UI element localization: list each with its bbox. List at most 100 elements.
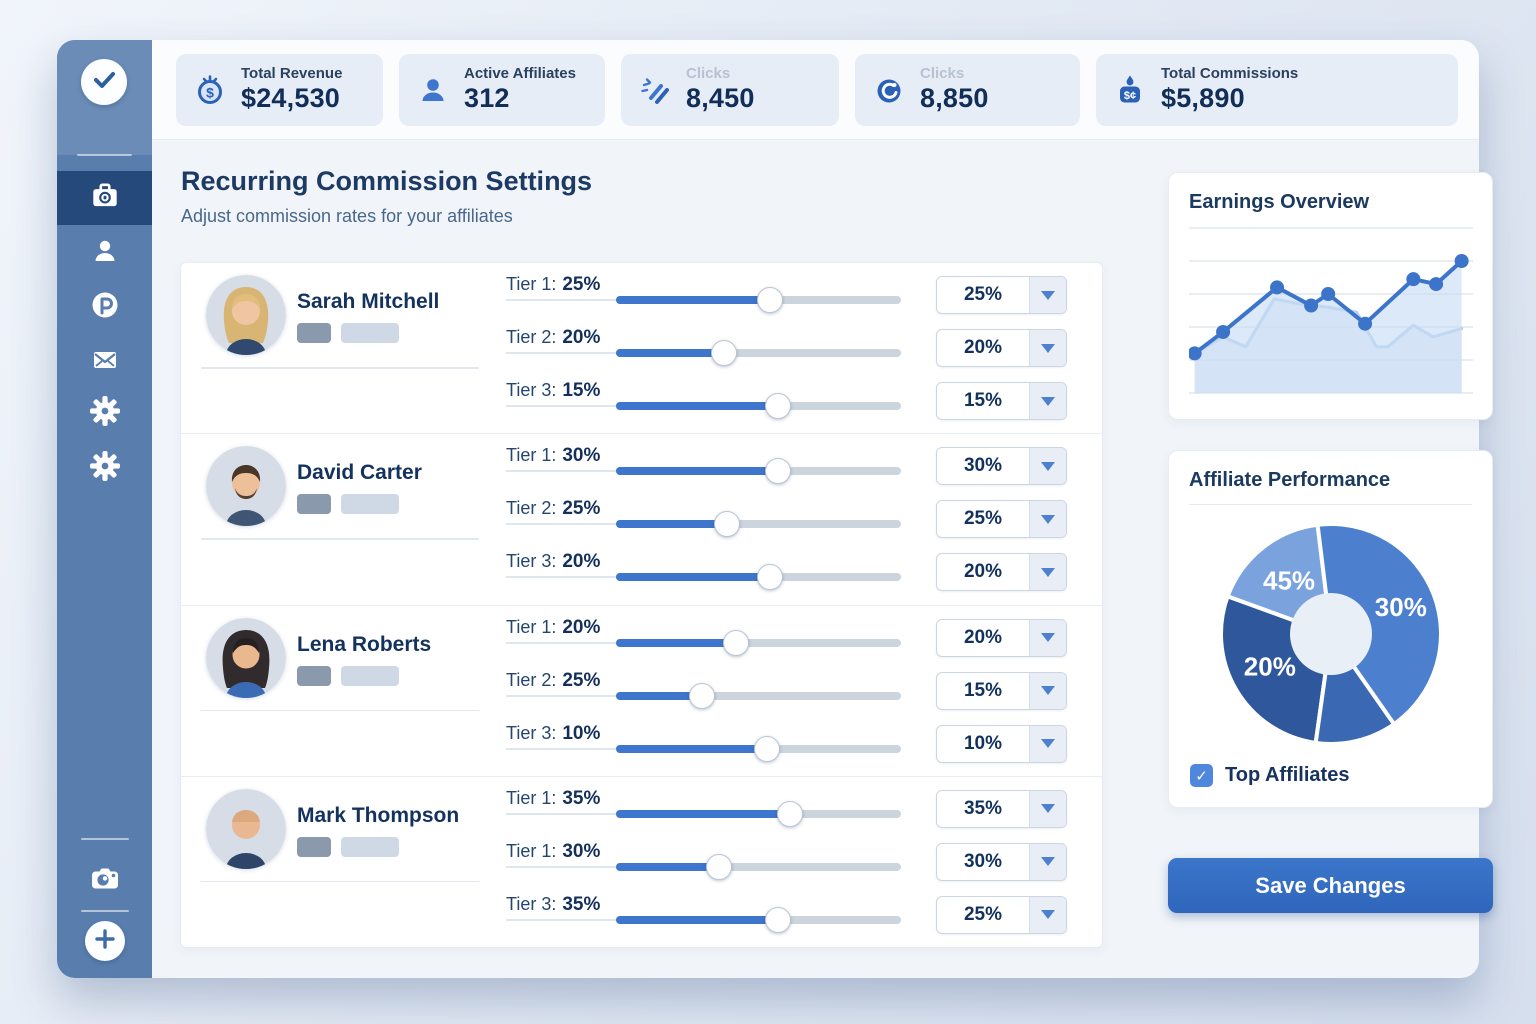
affiliate-name: Mark Thompson: [297, 803, 460, 827]
svg-text:30%: 30%: [1375, 592, 1427, 622]
chevron-down-icon[interactable]: [1029, 843, 1066, 880]
chevron-down-icon[interactable]: [1029, 330, 1066, 367]
tier-value: 20%: [562, 616, 601, 638]
chevron-down-icon[interactable]: [1029, 383, 1066, 420]
sidebar-item-settings-1[interactable]: [57, 386, 152, 440]
slider-handle[interactable]: [756, 287, 783, 314]
chevron-down-icon[interactable]: [1029, 896, 1066, 933]
sidebar-item-commissions[interactable]: [57, 171, 152, 225]
tier-label: Tier 1:: [506, 616, 557, 637]
chevron-down-icon[interactable]: [1029, 501, 1066, 538]
slider-handle[interactable]: [756, 564, 783, 591]
percent-dropdown[interactable]: 25%: [936, 276, 1067, 315]
tier-slider[interactable]: [616, 287, 901, 314]
page-title: Recurring Commission Settings: [181, 166, 593, 196]
percent-dropdown[interactable]: 25%: [936, 500, 1067, 539]
add-button[interactable]: [85, 921, 125, 961]
tier-slider[interactable]: [616, 564, 901, 591]
slider-handle[interactable]: [688, 682, 715, 709]
gear-icon: [88, 394, 122, 433]
link-click-icon: [637, 72, 673, 108]
tier-controls: Tier 1: 20% 20% Tier 2: 25% 15%: [481, 606, 1102, 776]
percent-dropdown[interactable]: 20%: [936, 329, 1067, 368]
tier-slider[interactable]: [616, 735, 901, 762]
chevron-down-icon[interactable]: [1029, 619, 1066, 656]
save-changes-button[interactable]: Save Changes: [1168, 858, 1493, 913]
avatar-man-brown-hair: [206, 446, 286, 527]
tier-slider[interactable]: [616, 629, 901, 656]
slider-handle[interactable]: [711, 340, 738, 367]
profile-divider: [201, 880, 479, 883]
percent-dropdown[interactable]: 20%: [936, 553, 1067, 592]
chevron-down-icon[interactable]: [1029, 554, 1066, 591]
stat-value: $24,530: [241, 82, 340, 113]
dropdown-value: 20%: [963, 337, 1003, 359]
percent-dropdown[interactable]: 30%: [936, 842, 1067, 881]
tier-slider[interactable]: [616, 458, 901, 485]
percent-dropdown[interactable]: 20%: [936, 618, 1067, 657]
stat-label: Active Affiliates: [464, 65, 576, 83]
chevron-down-icon[interactable]: [1029, 277, 1066, 314]
app-logo[interactable]: [81, 59, 127, 105]
sidebar-item-messages[interactable]: [57, 335, 152, 389]
tier-slider[interactable]: [616, 393, 901, 420]
slider-handle[interactable]: [705, 853, 732, 880]
affiliate-row-sarah-mitchell: Sarah Mitchell Tier 1: 25% 25%: [181, 263, 1102, 433]
sidebar-item-network[interactable]: [57, 280, 152, 334]
profile-divider: [201, 367, 479, 369]
tier-slider[interactable]: [616, 906, 901, 933]
stat-card-active-affiliates: Active Affiliates 312: [399, 53, 605, 126]
chevron-down-icon[interactable]: [1029, 448, 1066, 485]
chevron-down-icon[interactable]: [1029, 790, 1066, 827]
chevron-down-icon[interactable]: [1029, 725, 1066, 762]
performance-title: Affiliate Performance: [1189, 469, 1391, 491]
slider-handle[interactable]: [765, 393, 792, 420]
tier-value: 10%: [562, 722, 601, 744]
tier-slider[interactable]: [616, 511, 901, 538]
percent-dropdown[interactable]: 15%: [936, 671, 1067, 710]
dropdown-value: 20%: [963, 561, 1003, 583]
main-content: Recurring Commission Settings Adjust com…: [152, 140, 1493, 978]
slider-handle[interactable]: [776, 800, 803, 827]
tier-controls: Tier 1: 35% 35% Tier 1: 30% 30%: [481, 777, 1102, 947]
earnings-line-chart: [1187, 227, 1473, 394]
top-affiliates-checkbox-row[interactable]: ✓ Top Affiliates: [1190, 764, 1349, 787]
tier-value: 35%: [562, 893, 601, 915]
plus-icon: [93, 927, 117, 956]
affiliate-name: David Carter: [297, 461, 422, 485]
tier-row: Tier 3: 20% 20%: [481, 549, 1067, 595]
percent-dropdown[interactable]: 10%: [936, 724, 1067, 763]
percent-dropdown[interactable]: 35%: [936, 789, 1067, 828]
profile-divider: [201, 709, 479, 711]
tier-slider[interactable]: [616, 340, 901, 367]
tier-slider[interactable]: [616, 800, 901, 827]
gear-icon: [88, 449, 122, 488]
target-click-icon: [871, 72, 907, 108]
tier-value: 15%: [562, 380, 601, 402]
slider-handle[interactable]: [765, 458, 792, 485]
chevron-down-icon[interactable]: [1029, 672, 1066, 709]
sidebar-item-media[interactable]: [57, 854, 152, 908]
tier-label: Tier 3:: [506, 722, 557, 743]
tier-value: 25%: [562, 498, 601, 520]
slider-handle[interactable]: [754, 735, 781, 762]
sidebar-item-affiliates[interactable]: [57, 226, 152, 280]
slider-handle[interactable]: [765, 906, 792, 933]
mail-icon: [88, 343, 122, 382]
avatar-man-bald: [206, 788, 286, 869]
tier-slider[interactable]: [616, 682, 901, 709]
tier-slider[interactable]: [616, 853, 901, 880]
percent-dropdown[interactable]: 15%: [936, 382, 1067, 421]
dropdown-value: 30%: [963, 850, 1003, 872]
sidebar-divider: [77, 154, 132, 156]
stat-label: Total Commissions: [1161, 65, 1299, 83]
slider-handle[interactable]: [714, 511, 741, 538]
tier-label: Tier 2:: [506, 327, 557, 348]
tier-controls: Tier 1: 30% 30% Tier 2: 25% 25%: [481, 434, 1102, 604]
slider-handle[interactable]: [722, 629, 749, 656]
percent-dropdown[interactable]: 30%: [936, 447, 1067, 486]
percent-dropdown[interactable]: 25%: [936, 895, 1067, 934]
checkbox-checked-icon[interactable]: ✓: [1190, 764, 1213, 787]
sidebar-item-settings-2[interactable]: [57, 441, 152, 495]
camera-icon: [87, 862, 123, 901]
